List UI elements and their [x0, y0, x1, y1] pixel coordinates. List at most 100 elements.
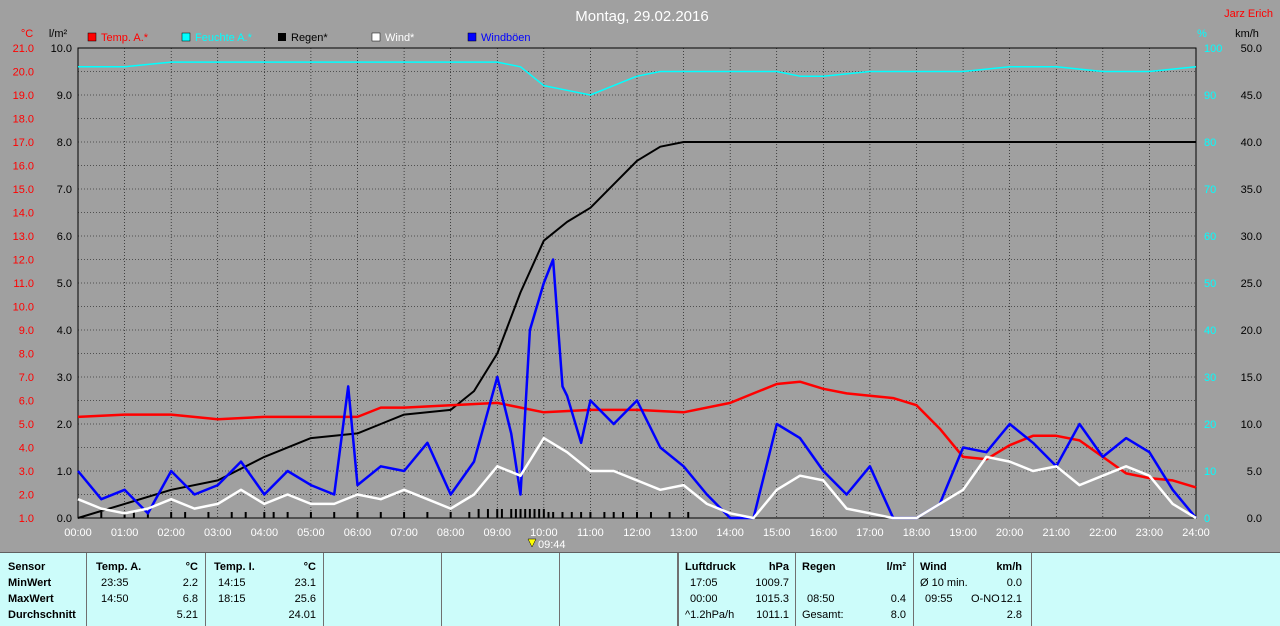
- regen-max-value: 0.4: [890, 593, 906, 605]
- luftdruck-min-time: 17:05: [690, 577, 718, 589]
- rain-tick-label: 4.0: [57, 325, 72, 337]
- time-tick-label: 06:00: [344, 527, 372, 539]
- time-tick-label: 13:00: [670, 527, 698, 539]
- rain-tick-label: 5.0: [57, 278, 72, 290]
- temp-tick-label: 5.0: [19, 419, 34, 431]
- temp-tick-label: 15.0: [13, 184, 34, 196]
- humidity-tick-label: 10: [1204, 466, 1216, 478]
- temp-a-unit: °C: [185, 561, 198, 573]
- temp-a-max-time: 14:50: [101, 593, 129, 605]
- regen-unit: l/m²: [886, 561, 906, 573]
- legend-item-wind: Wind*: [371, 32, 415, 44]
- luftdruck-unit: hPa: [768, 561, 789, 573]
- time-tick-label: 16:00: [810, 527, 838, 539]
- rain-tick-label: 8.0: [57, 137, 72, 149]
- wind-avg10-value: 0.0: [1006, 577, 1022, 589]
- legend-label-rain: Regen*: [291, 32, 328, 44]
- temp-tick-label: 3.0: [19, 466, 34, 478]
- luftdruck-avg-value: 1011.1: [756, 609, 789, 621]
- time-tick-label: 02:00: [157, 527, 185, 539]
- wind-tick-label: 25.0: [1241, 278, 1262, 290]
- regen-total-label: Gesamt:: [802, 609, 844, 621]
- marker-time-label: 09:44: [538, 539, 566, 551]
- temp-a-max-value: 6.8: [182, 593, 198, 605]
- legend-label-wind: Wind*: [385, 32, 415, 44]
- temp-axis: 21.0 20.0 19.0 18.0 17.0 16.0 15.0 14.0 13.0 12.0…: [13, 43, 34, 525]
- temp-tick-label: 1.0: [19, 513, 34, 525]
- temp-i-max-value: 25.6: [294, 593, 316, 605]
- rain-unit-label: l/m²: [49, 28, 68, 40]
- temp-tick-label: 19.0: [13, 90, 34, 102]
- wind-tick-label: 20.0: [1241, 325, 1262, 337]
- temp-i-section: Temp. I. °C 14:15 23.1 18:15 25.6 24.01: [206, 553, 324, 626]
- grid-lines: [78, 48, 1196, 518]
- temp-tick-label: 12.0: [13, 255, 34, 267]
- time-tick-label: 03:00: [204, 527, 232, 539]
- humidity-tick-label: 60: [1204, 231, 1216, 243]
- sensor-section: Sensor MinWert MaxWert Durchschnitt: [0, 553, 87, 626]
- temp-a-section: Temp. A. °C 23:35 2.2 14:50 6.8 5.21: [87, 553, 206, 626]
- humidity-tick-label: 90: [1204, 90, 1216, 102]
- wind-avg-value: 2.8: [1006, 609, 1022, 621]
- temp-a-header: Temp. A.: [96, 561, 142, 573]
- weather-chart: 21.0 20.0 19.0 18.0 17.0 16.0 15.0 14.0 13.0 12.0…: [13, 8, 1273, 551]
- regen-total-value: 8.0: [890, 609, 906, 621]
- time-tick-label: 15:00: [763, 527, 791, 539]
- time-tick-label: 01:00: [111, 527, 139, 539]
- wind-max-value: 12.1: [1000, 593, 1022, 605]
- time-tick-label: 05:00: [297, 527, 325, 539]
- regen-max-time: 08:50: [807, 593, 835, 605]
- temp-tick-label: 18.0: [13, 114, 34, 126]
- legend-item-humidity: Feuchte A.*: [181, 32, 253, 44]
- humidity-tick-label: 80: [1204, 137, 1216, 149]
- temp-tick-label: 21.0: [13, 43, 34, 55]
- luftdruck-max-value: 1015.3: [755, 593, 789, 605]
- legend-item-rain: Regen*: [278, 32, 328, 44]
- luftdruck-trend: ^1.2hPa/h: [685, 609, 735, 621]
- temp-a-min-value: 2.2: [182, 577, 198, 589]
- humidity-tick-label: 0: [1204, 513, 1210, 525]
- temp-line: [77, 380, 1197, 489]
- time-tick-label: 07:00: [390, 527, 418, 539]
- time-tick-label: 08:00: [437, 527, 465, 539]
- series-group: [77, 61, 1197, 520]
- wind-tick-label: 5.0: [1247, 466, 1262, 478]
- rain-line: [77, 141, 1196, 519]
- humidity-tick-label: 20: [1204, 419, 1216, 431]
- luftdruck-section: Luftdruck hPa 17:05 1009.7 00:00 1015.3 …: [678, 553, 796, 626]
- regen-section: Regen l/m² 08:50 0.4 Gesamt: 8.0: [796, 553, 914, 626]
- time-axis: 00:00 01:00 02:00 03:00 04:00 05:00 06:00 07:00…: [64, 527, 1210, 539]
- legend-label-temp: Temp. A.*: [101, 32, 149, 44]
- temp-i-unit: °C: [303, 561, 316, 573]
- wind-section: Wind km/h Ø 10 min. 0.0 09:55 O-NO 12.1 …: [914, 553, 1032, 626]
- rain-tick-label: 9.0: [57, 90, 72, 102]
- time-tick-label: 12:00: [623, 527, 651, 539]
- wind-tick-label: 50.0: [1241, 43, 1262, 55]
- time-tick-label: 19:00: [949, 527, 977, 539]
- wind-tick-label: 45.0: [1241, 90, 1262, 102]
- time-tick-label: 17:00: [856, 527, 884, 539]
- temp-tick-label: 17.0: [13, 137, 34, 149]
- wind-max-direction: O-NO: [971, 593, 1000, 605]
- wind-unit: km/h: [996, 561, 1022, 573]
- temp-tick-label: 16.0: [13, 161, 34, 173]
- temp-i-max-time: 18:15: [218, 593, 246, 605]
- wind-unit-label: km/h: [1235, 28, 1259, 40]
- temp-tick-label: 20.0: [13, 67, 34, 79]
- temp-a-avg-value: 5.21: [176, 609, 198, 621]
- time-tick-label: 10:00: [530, 527, 558, 539]
- rain-tick-label: 10.0: [51, 43, 72, 55]
- luftdruck-max-time: 00:00: [690, 593, 718, 605]
- wind-tick-label: 15.0: [1241, 372, 1262, 384]
- temp-tick-label: 2.0: [19, 490, 34, 502]
- time-tick-label: 21:00: [1042, 527, 1070, 539]
- humidity-tick-label: 70: [1204, 184, 1216, 196]
- temp-i-header: Temp. I.: [214, 561, 255, 573]
- humidity-tick-label: 30: [1204, 372, 1216, 384]
- time-tick-label: 20:00: [996, 527, 1024, 539]
- wind-avg10-label: Ø 10 min.: [920, 577, 968, 589]
- rain-tick-label: 3.0: [57, 372, 72, 384]
- time-marker: 09:44: [527, 538, 566, 551]
- temp-i-min-value: 23.1: [294, 577, 316, 589]
- legend-item-temp: Temp. A.*: [87, 32, 149, 44]
